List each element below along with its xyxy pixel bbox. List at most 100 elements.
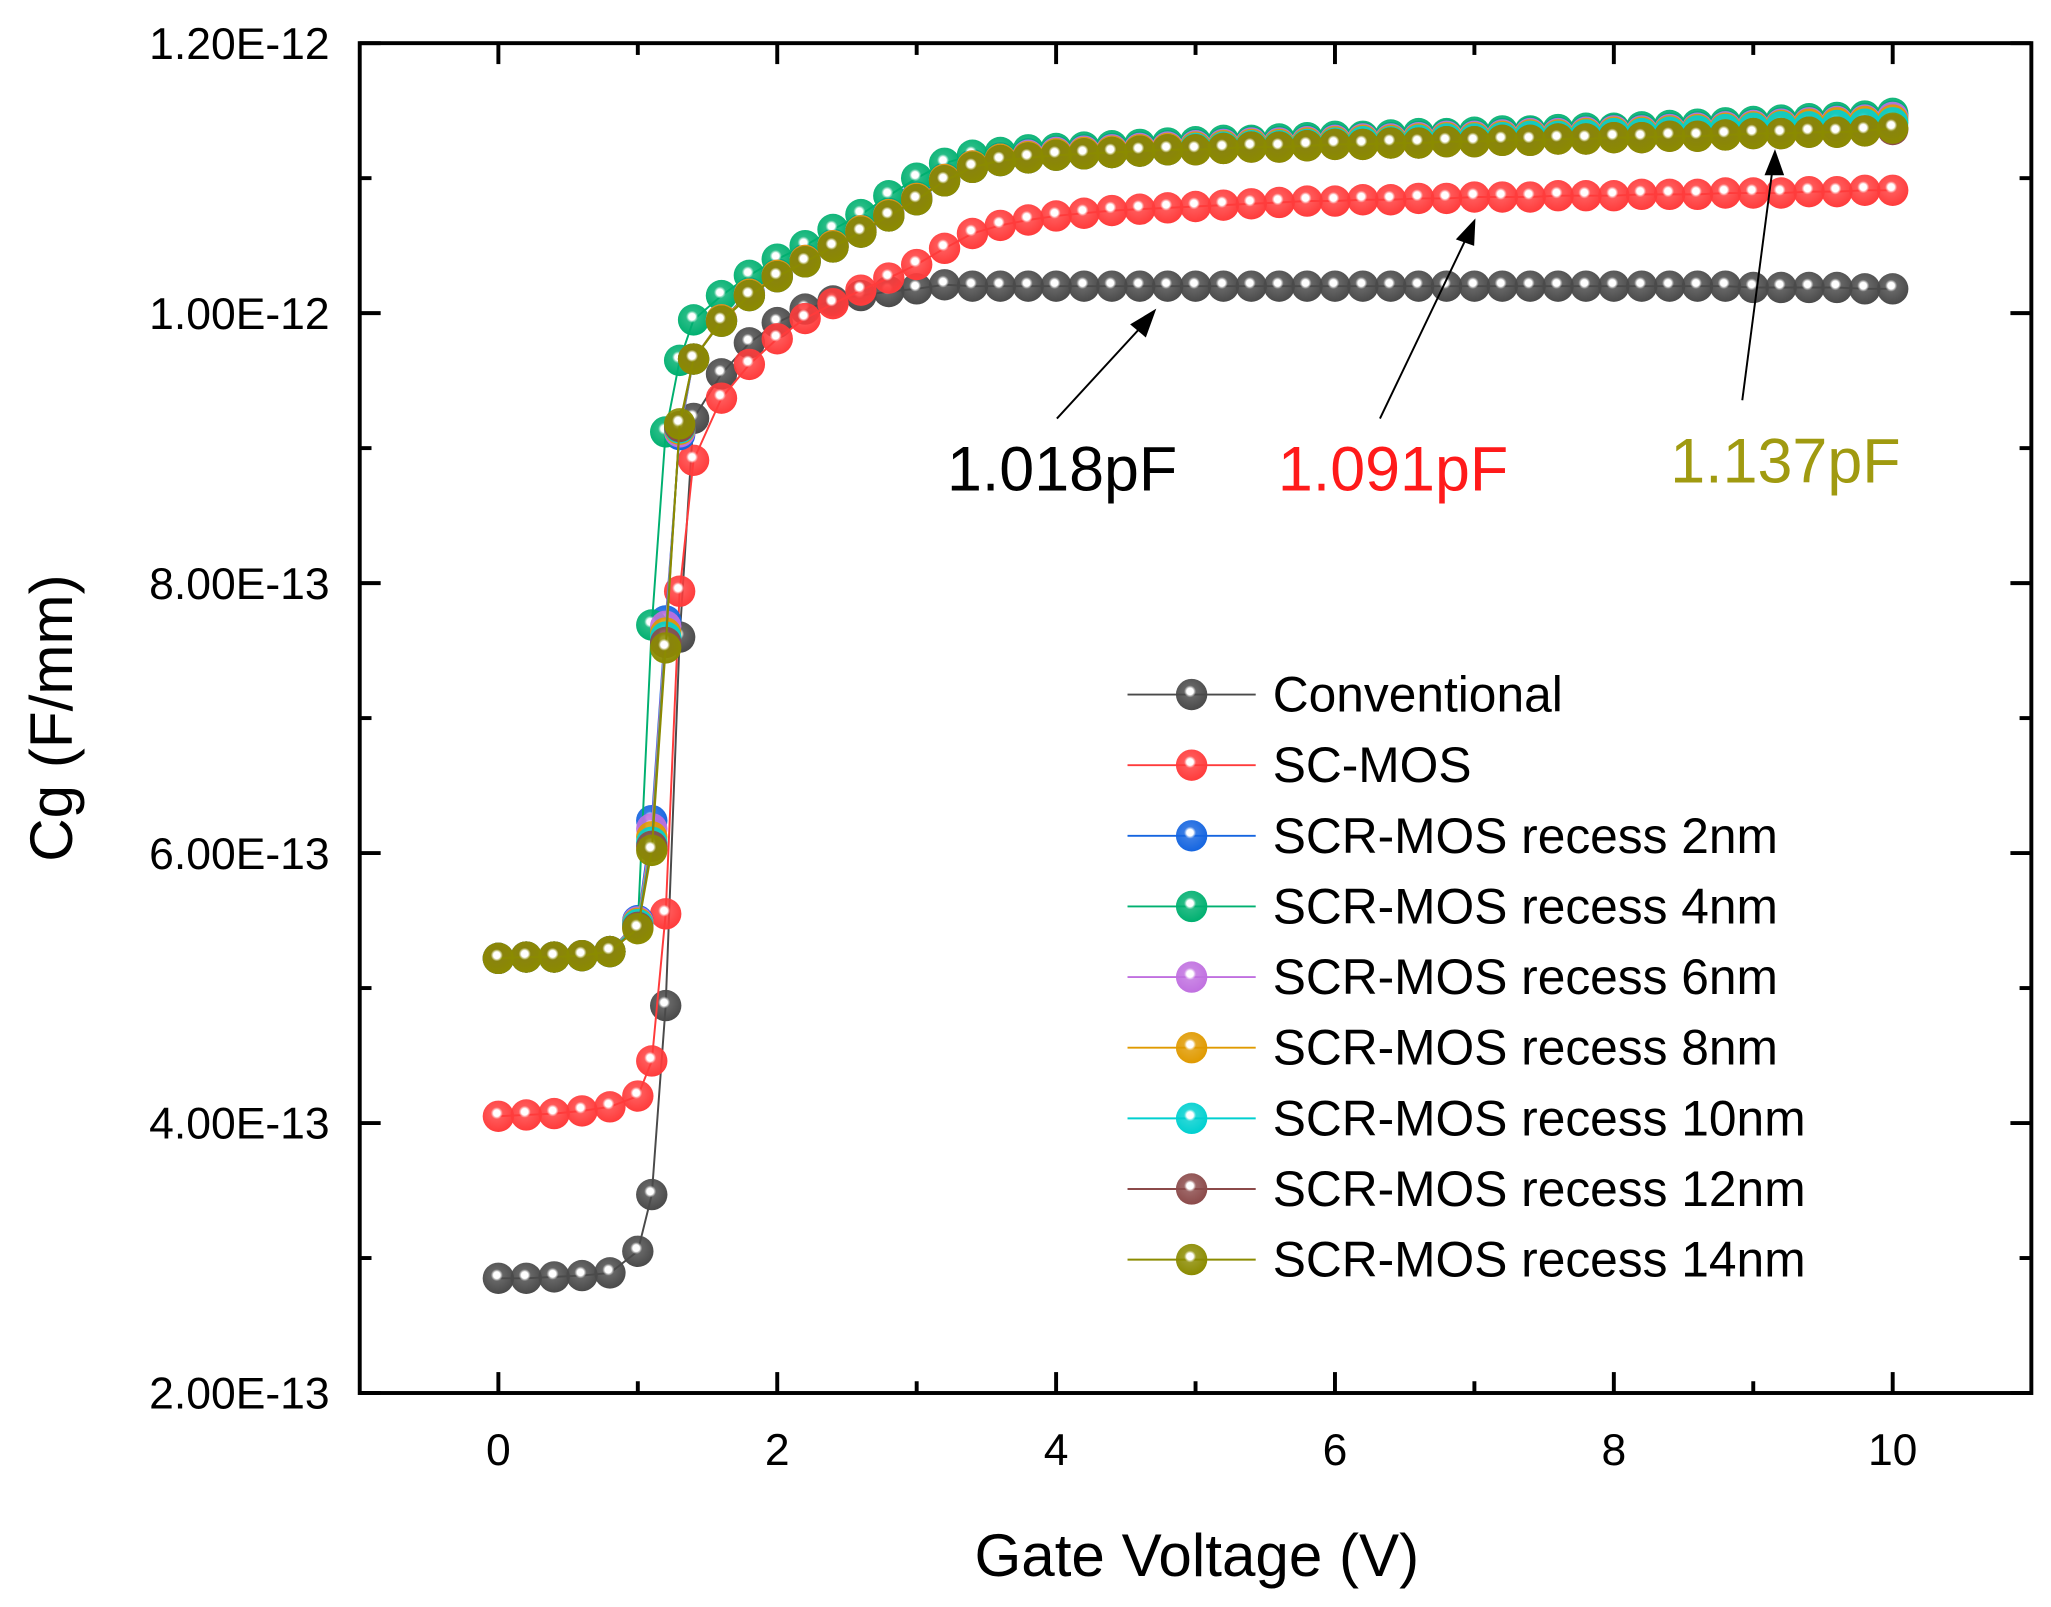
data-point xyxy=(761,260,793,293)
data-point xyxy=(1207,132,1240,165)
data-point xyxy=(1207,270,1240,302)
data-point xyxy=(1598,180,1630,212)
data-point xyxy=(956,270,989,302)
data-point xyxy=(1653,178,1686,211)
legend: Conventional SC-MOS SCR-MOS recess 2nm SCR-… xyxy=(1127,667,1806,1288)
data-point xyxy=(1124,135,1156,167)
legend-label: SCR-MOS recess 6nm xyxy=(1273,949,1778,1005)
data-point xyxy=(622,1080,654,1112)
data-point xyxy=(928,165,961,197)
data-point xyxy=(1291,185,1323,217)
data-point xyxy=(1207,189,1240,221)
data-point xyxy=(1179,134,1212,166)
data-point xyxy=(1821,116,1853,148)
data-point xyxy=(1793,175,1825,208)
data-point xyxy=(1765,271,1797,304)
data-point xyxy=(538,1097,570,1130)
legend-marker-icon xyxy=(1175,1173,1208,1205)
data-point xyxy=(984,209,1017,242)
legend-marker-icon xyxy=(1175,1243,1208,1276)
series-scr-mos-recess-14nm xyxy=(482,112,1909,975)
data-point xyxy=(1375,127,1407,159)
data-point xyxy=(1096,136,1128,169)
legend-label: SCR-MOS recess 10nm xyxy=(1273,1090,1806,1146)
data-point xyxy=(1849,115,1881,147)
data-point xyxy=(622,1235,654,1267)
data-point xyxy=(705,382,738,414)
data-point xyxy=(1626,178,1658,211)
data-point xyxy=(705,358,738,390)
data-point xyxy=(663,575,696,607)
data-point xyxy=(1347,128,1379,161)
data-point xyxy=(1737,117,1769,150)
data-point xyxy=(1040,270,1072,302)
y-tick-label: 2.00E-13 xyxy=(149,1370,329,1419)
legend-label: SCR-MOS recess 2nm xyxy=(1273,808,1778,864)
data-point xyxy=(761,323,793,355)
data-point xyxy=(1486,124,1518,157)
y-tick-label: 4.00E-13 xyxy=(149,1100,329,1149)
data-point xyxy=(1347,184,1379,216)
data-point xyxy=(1012,142,1044,174)
data-point xyxy=(733,279,766,312)
data-point xyxy=(789,302,821,335)
legend-marker-icon xyxy=(1175,820,1208,852)
data-point xyxy=(1653,120,1686,152)
data-point xyxy=(482,1100,515,1132)
data-point xyxy=(1402,127,1435,159)
data-point xyxy=(1849,273,1881,305)
data-point xyxy=(1486,181,1518,213)
data-point xyxy=(1709,119,1742,151)
data-point xyxy=(1737,271,1769,304)
data-point xyxy=(1821,271,1853,304)
legend-marker-icon xyxy=(1175,1032,1208,1064)
data-point xyxy=(928,232,961,265)
data-point xyxy=(1151,192,1184,224)
data-point xyxy=(1151,270,1184,302)
annotation-1018: 1.018pF xyxy=(947,434,1177,504)
data-point xyxy=(928,269,961,301)
data-point xyxy=(873,262,905,294)
data-point xyxy=(1068,270,1100,302)
data-point xyxy=(594,1257,626,1289)
data-point xyxy=(636,1178,668,1211)
data-point xyxy=(956,217,989,250)
data-point xyxy=(705,305,738,337)
data-point xyxy=(1598,270,1630,302)
legend-item-scr-mos-recess-12nm: SCR-MOS recess 12nm xyxy=(1127,1161,1806,1217)
legend-marker-icon xyxy=(1175,749,1208,781)
legend-marker-icon xyxy=(1175,890,1208,923)
legend-marker-icon xyxy=(1175,1102,1208,1135)
data-point xyxy=(1570,270,1602,302)
legend-label: SCR-MOS recess 12nm xyxy=(1273,1161,1806,1217)
data-point xyxy=(1235,270,1268,302)
legend-label: SC-MOS xyxy=(1273,737,1472,793)
data-point xyxy=(482,942,515,975)
data-point xyxy=(677,304,710,336)
data-point xyxy=(1179,270,1212,302)
y-tick-label: 1.00E-12 xyxy=(149,290,329,339)
legend-marker-icon xyxy=(1175,678,1208,711)
data-point xyxy=(1402,270,1435,302)
x-tick-label: 8 xyxy=(1601,1426,1626,1475)
data-point xyxy=(1653,270,1686,302)
data-point xyxy=(1263,270,1295,302)
data-point xyxy=(1319,185,1351,217)
data-point xyxy=(1542,270,1574,302)
data-point xyxy=(1793,271,1825,304)
x-tick-label: 10 xyxy=(1868,1426,1917,1475)
data-point xyxy=(663,408,696,440)
data-point xyxy=(566,1095,598,1127)
legend-marker-icon xyxy=(1175,961,1208,993)
data-point xyxy=(636,834,668,867)
data-point xyxy=(956,151,989,184)
annotation-arrow-1091 xyxy=(1379,235,1469,419)
annotation-1137: 1.137pF xyxy=(1670,427,1900,497)
data-point xyxy=(1598,121,1630,154)
data-point xyxy=(1486,270,1518,302)
data-point xyxy=(1765,177,1797,209)
data-point xyxy=(1877,174,1909,206)
data-point xyxy=(677,343,710,375)
annotation-arrow-1137 xyxy=(1741,169,1774,401)
data-point xyxy=(900,248,933,281)
